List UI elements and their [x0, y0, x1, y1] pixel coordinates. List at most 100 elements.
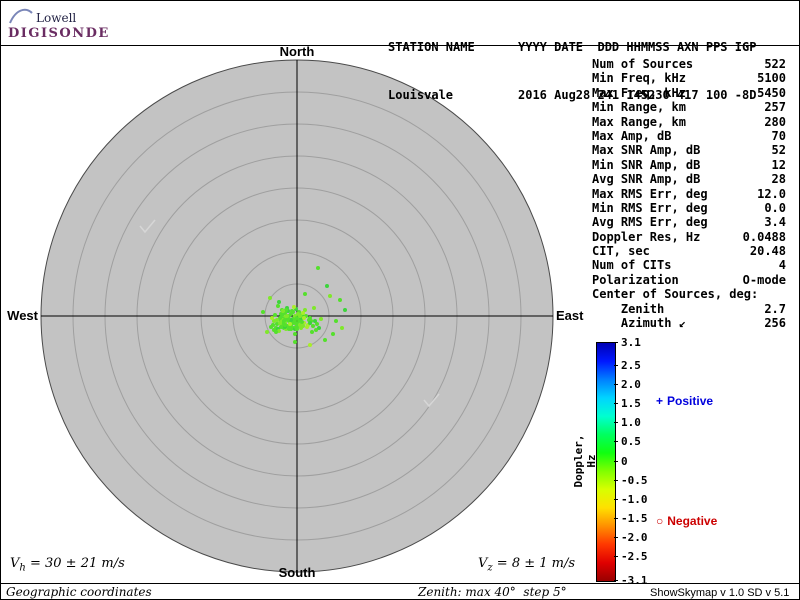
- stat-value: 20.48: [749, 244, 786, 259]
- date-header-row: YYYY DATE DDD HHMMSS AXN PPS IGP: [518, 40, 757, 54]
- vz-subscript: z: [487, 562, 493, 574]
- date-block: YYYY DATE DDD HHMMSS AXN PPS IGP 2016 Au…: [518, 7, 756, 119]
- stat-label: Max RMS Err, deg: [592, 186, 708, 201]
- stat-value: 0.0488: [742, 229, 786, 244]
- stat-label: Center of Sources, deg:: [592, 287, 759, 302]
- date-value-row: 2016 Aug28 241 145230 417 100 -8D: [518, 88, 757, 102]
- stat-label: Avg RMS Err, deg: [592, 215, 708, 230]
- legend-positive-label: Positive: [667, 394, 714, 408]
- tick-mark: [614, 537, 618, 539]
- stat-label: Min RMS Err, deg: [592, 200, 708, 215]
- stat-label: Polarization: [592, 272, 679, 287]
- plus-icon: +: [656, 394, 664, 408]
- stat-label: Azimuth ↙: [592, 316, 686, 331]
- stat-row: Center of Sources, deg:: [592, 287, 786, 301]
- tick-label: -1.5: [621, 512, 648, 526]
- stats-panel: Num of Sources 522 Min Freq, kHz 5100 Max Fr…: [592, 57, 786, 330]
- stat-row: Max Amp, dB 70: [592, 129, 786, 143]
- colorbar-tick: -2.5: [614, 550, 648, 564]
- vh-value: = 30 ± 21 m/s: [25, 556, 125, 571]
- stat-label: Num of Sources: [592, 57, 694, 71]
- stat-row: Min Freq, kHz 5100: [592, 71, 786, 85]
- stat-row: Min SNR Amp, dB 12: [592, 158, 786, 172]
- stat-label: Max Amp, dB: [592, 128, 672, 143]
- stat-value: 12: [771, 157, 786, 172]
- stat-value: 12.0: [757, 186, 786, 201]
- horizontal-velocity: Vh = 30 ± 21 m/s: [10, 556, 125, 574]
- stat-row: Polarization O-mode: [592, 273, 786, 287]
- tick-mark: [614, 402, 618, 404]
- colorbar-tick: 2.5: [614, 358, 641, 372]
- station-name: Louisvale: [388, 88, 454, 102]
- vh-subscript: h: [19, 562, 26, 574]
- tick-mark: [614, 479, 618, 481]
- skymap-marks: [139, 219, 440, 408]
- stat-row: Min RMS Err, deg 0.0: [592, 201, 786, 215]
- stat-row: Num of CITs 4: [592, 258, 786, 272]
- tick-label: 2.5: [621, 358, 641, 372]
- stat-row: Azimuth ↙ 256: [592, 316, 786, 330]
- stat-label: Max Range, km: [592, 114, 686, 129]
- vz-value: = 8 ± 1 m/s: [492, 556, 576, 571]
- tick-mark: [614, 556, 618, 558]
- stat-row: Doppler Res, Hz 0.0488: [592, 230, 786, 244]
- colorbar: Doppler, Hz 3.1 2.5 2.0 1.5 1.0 0.5 0 -0.5 -1.0 -…: [568, 334, 798, 590]
- stat-value: 2.7: [764, 301, 786, 316]
- stat-row: Max Range, km 280: [592, 115, 786, 129]
- compass-label-east: East: [556, 308, 584, 323]
- compass-label-north: North: [279, 44, 315, 59]
- tick-label: 0.5: [621, 435, 641, 449]
- vertical-velocity: Vz = 8 ± 1 m/s: [478, 556, 575, 574]
- stat-row: Max SNR Amp, dB 52: [592, 143, 786, 157]
- tick-mark: [614, 441, 618, 443]
- stat-row: Max RMS Err, deg 12.0: [592, 187, 786, 201]
- colorbar-tick: -0.5: [614, 473, 648, 487]
- skymap-mark: [423, 393, 440, 408]
- legend-positive: + Positive: [656, 394, 713, 408]
- footer-divider: [0, 583, 800, 584]
- stat-value: 70: [771, 128, 786, 143]
- stat-label: Doppler Res, Hz: [592, 229, 701, 244]
- vh-symbol: V: [10, 556, 20, 571]
- colorbar-tick: -2.0: [614, 531, 648, 544]
- colorbar-tick: 0: [614, 455, 628, 468]
- colorbar-tick: 3.1: [614, 335, 641, 349]
- tick-label: 3.1: [621, 335, 641, 349]
- stat-value: O-mode: [742, 272, 786, 287]
- tick-label: -3.1: [621, 573, 648, 587]
- colorbar-tick: -1.5: [614, 512, 648, 526]
- stat-value: 4: [778, 258, 786, 273]
- tick-mark: [614, 422, 618, 424]
- stat-row: Num of Sources 522: [592, 57, 786, 71]
- stat-value: 257: [764, 100, 786, 115]
- circle-icon: ○: [656, 514, 664, 528]
- tick-label: -2.5: [621, 550, 648, 564]
- stat-value: 3.4: [764, 215, 786, 230]
- tick-label: 2.0: [621, 377, 641, 391]
- legend-negative: ○ Negative: [656, 514, 717, 528]
- colorbar-tick: -1.0: [614, 492, 648, 506]
- tick-mark: [614, 341, 618, 343]
- logo-lowell: Lowell: [36, 11, 77, 25]
- coordinates-note: Geographic coordinates: [6, 585, 152, 599]
- stat-row: Zenith 2.7: [592, 302, 786, 316]
- colorbar-axis-label: Doppler, Hz: [572, 434, 598, 488]
- tick-label: -0.5: [621, 473, 648, 487]
- stat-value: 256: [764, 316, 786, 331]
- colorbar-tick: 1.5: [614, 397, 641, 410]
- stat-label: Max Freq, kHz: [592, 85, 686, 100]
- station-block: STATION NAME Louisvale: [388, 7, 475, 119]
- stat-label: Min SNR Amp, dB: [592, 157, 701, 172]
- stat-value: 280: [764, 114, 786, 129]
- logo-flourish-icon: [9, 8, 33, 24]
- tick-mark: [614, 460, 618, 462]
- legend-negative-label: Negative: [667, 514, 718, 528]
- colorbar-tick: 1.0: [614, 416, 641, 429]
- tick-mark: [614, 364, 618, 366]
- compass-label-south: South: [278, 565, 316, 580]
- tick-label: -1.0: [621, 492, 648, 506]
- logo-digisonde: DIGISONDE: [8, 26, 110, 41]
- stat-label: Min Freq, kHz: [592, 71, 686, 86]
- app-version: ShowSkymap v 1.0 SD v 5.1: [650, 587, 790, 599]
